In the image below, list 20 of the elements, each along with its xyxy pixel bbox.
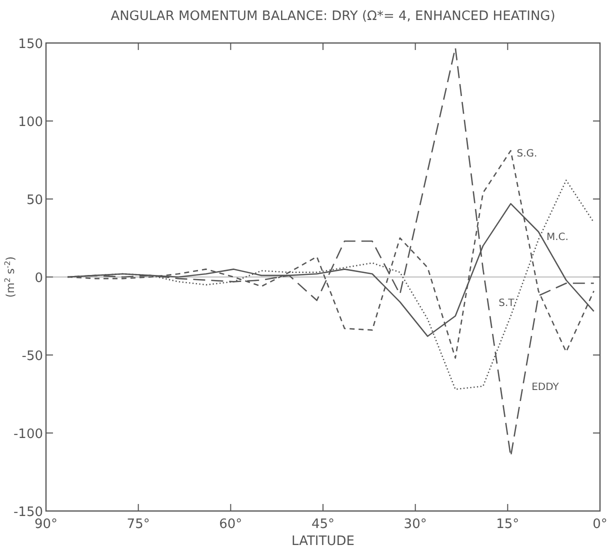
chart-title: ANGULAR MOMENTUM BALANCE: DRY (Ω*= 4, ENHANCED HEATING): [110, 9, 556, 24]
y-tick-label: 0: [34, 271, 43, 286]
x-tick-label: 90°: [34, 517, 58, 532]
x-tick-label: 15°: [496, 517, 520, 532]
y-tick-label: 100: [18, 115, 43, 130]
x-tick-label: 45°: [311, 517, 335, 532]
y-tick-label: 50: [26, 193, 43, 208]
series-label: M.C.: [546, 232, 568, 243]
series-label: EDDY: [532, 382, 560, 394]
series-label: S.G.: [516, 148, 538, 160]
x-axis-title: LATITUDE: [292, 534, 354, 549]
x-tick-label: 60°: [219, 517, 242, 532]
y-tick-label: -100: [13, 427, 43, 442]
y-tick-label: -150: [13, 505, 43, 520]
x-tick-label: 75°: [126, 517, 150, 532]
y-tick-label: -50: [22, 349, 43, 364]
series-label: S.T.: [498, 298, 516, 309]
x-tick-label: 0°: [592, 517, 608, 532]
y-tick-label: 150: [18, 37, 43, 52]
x-tick-label: 30°: [404, 517, 427, 532]
